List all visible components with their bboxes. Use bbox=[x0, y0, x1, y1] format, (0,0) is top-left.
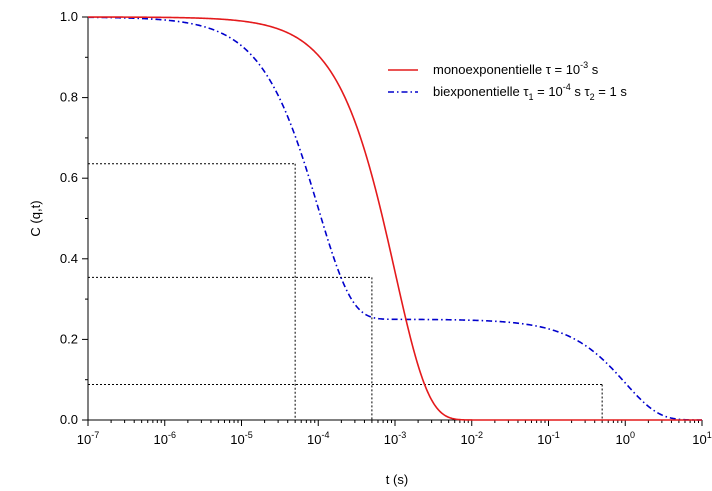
x-axis-label: t (s) bbox=[386, 472, 408, 487]
y-tick-label: 0.0 bbox=[60, 412, 78, 427]
y-tick-label: 0.6 bbox=[60, 170, 78, 185]
x-tick-label: 101 bbox=[692, 430, 711, 447]
y-tick-label: 0.2 bbox=[60, 331, 78, 346]
x-tick-label: 10-7 bbox=[77, 430, 99, 447]
x-tick-label: 10-4 bbox=[307, 430, 329, 447]
x-tick-label: 10-6 bbox=[154, 430, 176, 447]
x-tick-label: 10-2 bbox=[461, 430, 483, 447]
y-tick-label: 1.0 bbox=[60, 9, 78, 24]
series-line-biexponentielle bbox=[87, 16, 703, 421]
series-line-monoexponentielle bbox=[88, 16, 702, 421]
x-tick-label: 100 bbox=[616, 430, 635, 447]
y-tick-label: 0.4 bbox=[60, 251, 78, 266]
x-tick-label: 10-5 bbox=[230, 430, 252, 447]
legend-label-biexponentielle: biexponentielle τ1 = 10-4 s τ2 = 1 s bbox=[433, 82, 627, 102]
x-tick-label: 10-3 bbox=[384, 430, 406, 447]
x-tick-label: 10-1 bbox=[537, 430, 559, 447]
legend-label-monoexponentielle: monoexponentielle τ = 10-3 s bbox=[433, 60, 599, 77]
y-axis-label: C (q,t) bbox=[28, 200, 43, 236]
y-tick-label: 0.8 bbox=[60, 90, 78, 105]
